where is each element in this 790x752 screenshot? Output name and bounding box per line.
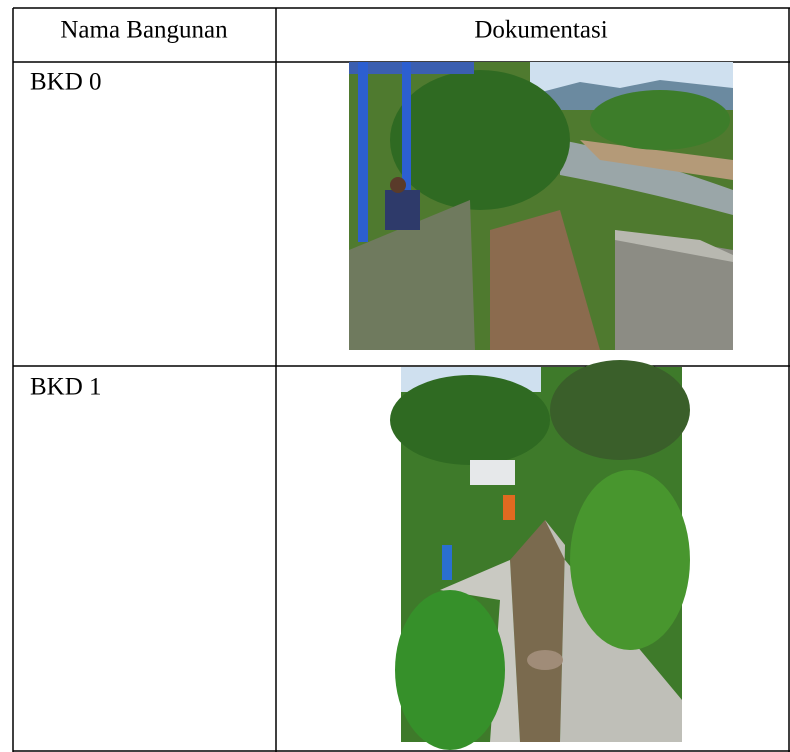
row-label: BKD 1 bbox=[30, 374, 102, 401]
pillar bbox=[402, 62, 411, 212]
building bbox=[470, 460, 515, 485]
photo bbox=[390, 360, 690, 750]
header-cell: Dokumentasi bbox=[474, 17, 607, 44]
wall bbox=[349, 200, 475, 350]
trees bbox=[590, 90, 730, 150]
pillar bbox=[358, 62, 368, 242]
trees bbox=[390, 375, 550, 465]
rocks bbox=[527, 650, 563, 670]
photo bbox=[349, 62, 733, 350]
trees bbox=[390, 70, 570, 210]
grass bbox=[395, 590, 505, 750]
channel bbox=[510, 520, 565, 742]
row-label: BKD 0 bbox=[30, 69, 102, 96]
grass bbox=[570, 470, 690, 650]
shelter-roof bbox=[349, 62, 474, 74]
riverbank bbox=[580, 140, 733, 180]
header-cell: Nama Bangunan bbox=[60, 17, 228, 44]
person bbox=[503, 495, 515, 520]
trees bbox=[550, 360, 690, 460]
wall-top bbox=[615, 230, 733, 262]
person bbox=[390, 177, 406, 193]
wall bbox=[615, 230, 733, 350]
person bbox=[385, 190, 420, 230]
channel bbox=[490, 210, 600, 350]
post bbox=[442, 545, 452, 580]
